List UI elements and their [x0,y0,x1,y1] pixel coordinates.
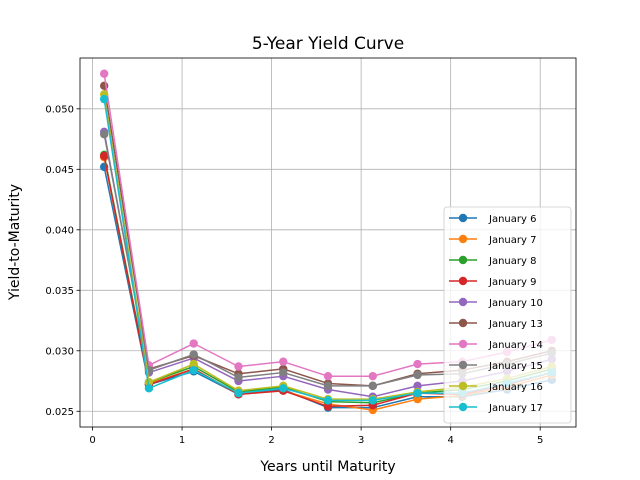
data-point [234,373,243,382]
legend-item: January 8 [449,255,536,267]
legend-marker [458,276,468,286]
legend-marker [458,234,468,244]
legend-label: January 15 [488,361,543,372]
y-axis-title: Yield-to-Maturity [7,184,23,301]
data-point [368,371,377,381]
legend-marker [458,318,468,328]
data-point [323,381,333,391]
legend-marker [458,402,468,412]
data-point [234,362,243,371]
data-point [99,94,109,104]
data-point [413,388,422,398]
legend-marker [458,297,468,307]
legend-marker [458,213,468,223]
legend-item: January 6 [449,213,536,225]
y-tick-label: 0.050 [45,104,74,115]
data-point [413,394,422,404]
data-point [99,130,109,139]
legend-item: January 9 [449,276,536,288]
data-point [368,396,377,405]
x-tick-label: 4 [447,435,453,446]
legend-label: January 7 [488,235,536,246]
y-tick-label: 0.040 [45,225,74,236]
legend-item: January 16 [449,381,543,393]
axis-ticks: 0 1 2 3 4 5 0.025 0.030 0.035 0.040 0.045 0.050 [45,104,543,446]
y-tick-label: 0.030 [45,346,74,357]
data-point [279,357,288,366]
data-point [99,69,109,78]
chart-title: 5-Year Yield Curve [252,34,404,54]
legend-label: January 6 [488,214,536,225]
legend-label: January 17 [488,403,543,414]
data-point [279,384,288,393]
x-tick-label: 3 [358,435,364,446]
data-point [189,350,198,359]
legend-item: January 15 [449,360,543,372]
legend-marker [458,255,468,265]
x-axis-title: Years until Maturity [259,459,395,475]
y-tick-label: 0.045 [45,165,74,176]
legend-item: January 17 [449,402,543,414]
legend-marker [458,381,468,391]
data-point [413,381,422,391]
x-tick-label: 1 [179,435,185,446]
legend-label: January 9 [488,277,536,288]
x-tick-label: 2 [268,435,274,446]
data-point [413,370,422,380]
legend-label: January 8 [488,256,536,267]
legend-item: January 10 [449,297,543,309]
data-point [323,402,333,411]
data-point [323,396,333,405]
legend-label: January 14 [488,340,543,351]
data-point [234,388,243,398]
legend-item: January 14 [449,339,543,351]
legend-marker [458,339,468,349]
data-point [279,368,288,377]
legend-label: January 10 [488,298,543,309]
data-point [144,378,154,387]
data-point [99,151,109,161]
plot-frame [79,57,577,428]
data-point [189,359,198,369]
data-point [368,381,377,391]
data-point [189,365,198,375]
legend-box [443,206,572,424]
legend-item: January 7 [449,234,536,246]
legend: January 6 January 7 January 8 January 9 Janu… [443,206,572,424]
y-tick-label: 0.035 [45,286,74,297]
y-tick-label: 0.025 [45,407,74,418]
data-point [189,339,198,348]
x-tick-label: 0 [89,435,95,446]
x-tick-label: 5 [537,435,543,446]
data-point [413,359,422,369]
legend-label: January 13 [488,319,543,330]
legend-item: January 13 [449,318,543,330]
legend-label: January 16 [488,382,543,393]
data-point [323,371,333,381]
data-point [144,384,154,393]
legend-marker [458,360,468,370]
